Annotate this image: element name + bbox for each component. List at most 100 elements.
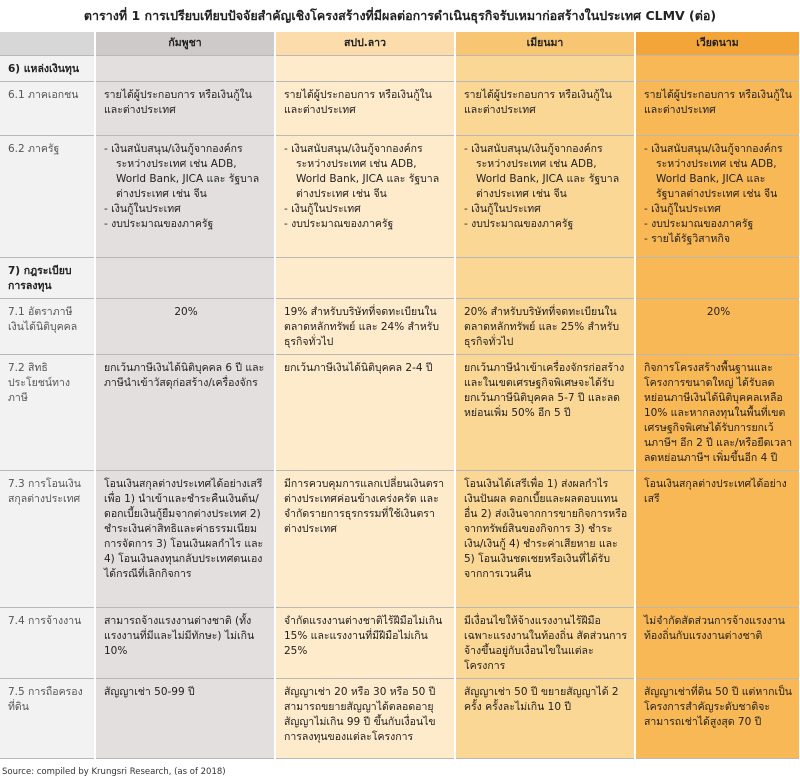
cell: รายได้ผู้ประกอบการ หรือเงินกู้ในและต่างป… (455, 81, 636, 136)
cell (275, 257, 456, 299)
cell-text: รายได้ผู้ประกอบการ หรือเงินกู้ในและต่างป… (644, 89, 792, 116)
row-label: 7.4 การจ้างงาน (0, 607, 96, 679)
cell-text: - งบประมาณของภาครัฐ (284, 218, 394, 230)
header-cell (0, 32, 96, 56)
row-label: 7.5 การถือครองที่ดิน (0, 678, 96, 759)
cell-text: - เงินสนับสนุน/เงินกู้จากองค์กรระหว่างปร… (284, 143, 440, 200)
cell-text: - รายได้รัฐวิสาหกิจ (644, 233, 730, 245)
cell-text: 20% (174, 306, 198, 318)
cell-text: ยกเว้นภาษีเงินได้นิติบุคคล 2-4 ปี (284, 362, 433, 374)
table-body: 6) แหล่งเงินทุน 6.1 ภาคเอกชน รายได้ผู้ประก… (0, 55, 800, 759)
cell-text: สัญญาเช่า 50 ปี ขยายสัญญาได้ 2 ครั้ง ครั… (464, 686, 619, 713)
data-row: 7.1 อัตราภาษีเงินได้นิติบุคคล 20% 19% สำหร… (0, 298, 800, 355)
title: ตารางที่ 1 การเปรียบเทียบปัจจัยสำคัญเชิง… (83, 8, 717, 23)
cell: สามารถจ้างแรงงานต่างชาติ (ทั้งแรงงานที่ม… (95, 607, 276, 679)
cell-text: 20% สำหรับบริษัทที่จดทะเบียนในตลาดหลักทร… (464, 306, 620, 348)
cell (635, 257, 800, 299)
cell: ยกเว้นภาษีเงินได้นิติบุคคล 2-4 ปี (275, 354, 456, 471)
cell: โอนเงินสกุลต่างประเทศได้อย่างเสรี เพื่อ … (95, 470, 276, 608)
cell: กิจการโครงสร้างพื้นฐานและโครงการขนาดใหญ่… (635, 354, 800, 471)
cell: สัญญาเช่า 50-99 ปี (95, 678, 276, 759)
cell (95, 257, 276, 299)
cell-text: - เงินกู้ในประเทศ (464, 203, 541, 215)
cell-text: มีเงื่อนไขให้จ้างแรงงานไร้ฝีมือเฉพาะแรงง… (464, 615, 628, 672)
cell-text: - เงินสนับสนุน/เงินกู้จากองค์กรระหว่างปร… (104, 143, 260, 200)
cell: รายได้ผู้ประกอบการ หรือเงินกู้ในและต่างป… (95, 81, 276, 136)
cell: สัญญาเช่าที่ดิน 50 ปี แต่หากเป็นโครงการส… (635, 678, 800, 759)
cell: ยกเว้นภาษีเงินได้นิติบุคคล 6 ปี และภาษีน… (95, 354, 276, 471)
cell: มีการควบคุมการแลกเปลี่ยนเงินตราต่างประเท… (275, 470, 456, 608)
section-row: 7) กฎระเบียบการลงทุน (0, 257, 800, 299)
row-label: 7.2 สิทธิประโยชน์ทางภาษี (0, 354, 96, 471)
header-cell: เวียดนาม (635, 32, 800, 56)
row-label: 7) กฎระเบียบการลงทุน (0, 257, 96, 299)
cell: - เงินสนับสนุน/เงินกู้จากองค์กรระหว่างปร… (455, 135, 636, 258)
cell-text: โอนเงินสกุลต่างประเทศได้อย่างเสรี เพื่อ … (104, 478, 264, 580)
data-row: 6.2 ภาครัฐ - เงินสนับสนุน/เงินกู้จากองค์ก… (0, 135, 800, 258)
cell-text: สัญญาเช่า 50-99 ปี (104, 686, 195, 698)
cell-text: สัญญาเช่า 20 หรือ 30 หรือ 50 ปี สามารถขย… (284, 686, 436, 743)
cell-text: - เงินสนับสนุน/เงินกู้จากองค์กรระหว่างปร… (464, 143, 620, 200)
row-label: 7.1 อัตราภาษีเงินได้นิติบุคคล (0, 298, 96, 355)
source-note: Source: compiled by Krungsri Research, (… (2, 767, 226, 777)
cell: จำกัดแรงงานต่างชาติไร้ฝีมือไม่เกิน 15% แ… (275, 607, 456, 679)
cell-text: กิจการโครงสร้างพื้นฐานและโครงการขนาดใหญ่… (644, 362, 793, 464)
cell-text: - เงินกู้ในประเทศ (284, 203, 361, 215)
cell-text: ไม่จำกัดสัดส่วนการจ้างแรงงานท้องถิ่นกับแ… (644, 615, 785, 642)
cell: - เงินสนับสนุน/เงินกู้จากองค์กรระหว่างปร… (275, 135, 456, 258)
cell-text: - เงินกู้ในประเทศ (104, 203, 181, 215)
cell (455, 55, 636, 82)
cell: 20% (95, 298, 276, 355)
comparison-table: กัมพูชา สปป.ลาว เมียนมา เวียดนาม 6) แหล่งเง… (0, 32, 800, 759)
cell-text: 19% สำหรับบริษัทที่จดทะเบียนในตลาดหลักทร… (284, 306, 440, 348)
cell: รายได้ผู้ประกอบการ หรือเงินกู้ในและต่างป… (275, 81, 456, 136)
data-row: 7.2 สิทธิประโยชน์ทางภาษี ยกเว้นภาษีเงินได… (0, 354, 800, 471)
cell: 20% สำหรับบริษัทที่จดทะเบียนในตลาดหลักทร… (455, 298, 636, 355)
cell: สัญญาเช่า 50 ปี ขยายสัญญาได้ 2 ครั้ง ครั… (455, 678, 636, 759)
cell-text: 20% (706, 306, 731, 318)
data-row: 7.4 การจ้างงาน สามารถจ้างแรงงานต่างชาติ (… (0, 607, 800, 679)
cell: รายได้ผู้ประกอบการ หรือเงินกู้ในและต่างป… (635, 81, 800, 136)
header-cell: สปป.ลาว (275, 32, 456, 56)
row-label: 6) แหล่งเงินทุน (0, 55, 96, 82)
row-label: 6.2 ภาครัฐ (0, 135, 96, 258)
section-row: 6) แหล่งเงินทุน (0, 55, 800, 82)
cell (95, 55, 276, 82)
cell-text: สัญญาเช่าที่ดิน 50 ปี แต่หากเป็นโครงการส… (644, 686, 792, 728)
cell-text: - เงินสนับสนุน/เงินกู้จากองค์กรระหว่างปร… (644, 143, 783, 200)
data-row: 6.1 ภาคเอกชน รายได้ผู้ประกอบการ หรือเงินก… (0, 81, 800, 136)
cell-text: - งบประมาณของภาครัฐ (464, 218, 574, 230)
cell-text: ยกเว้นภาษีนำเข้าเครื่องจักรก่อสร้าง และใ… (464, 362, 625, 419)
cell: - เงินสนับสนุน/เงินกู้จากองค์กรระหว่างปร… (635, 135, 800, 258)
header-cell: เมียนมา (455, 32, 636, 56)
cell-text: - เงินกู้ในประเทศ (644, 203, 721, 215)
cell (635, 55, 800, 82)
cell-text: - งบประมาณของภาครัฐ (644, 218, 754, 230)
cell-text: ยกเว้นภาษีเงินได้นิติบุคคล 6 ปี และภาษีน… (104, 362, 265, 389)
cell: - เงินสนับสนุน/เงินกู้จากองค์กรระหว่างปร… (95, 135, 276, 258)
cell: ไม่จำกัดสัดส่วนการจ้างแรงงานท้องถิ่นกับแ… (635, 607, 800, 679)
cell (275, 55, 456, 82)
data-row: 7.3 การโอนเงินสกุลต่างประเทศ โอนเงินสกุลต… (0, 470, 800, 608)
cell: สัญญาเช่า 20 หรือ 30 หรือ 50 ปี สามารถขย… (275, 678, 456, 759)
cell-text: รายได้ผู้ประกอบการ หรือเงินกู้ในและต่างป… (104, 89, 252, 116)
data-row: 7.5 การถือครองที่ดิน สัญญาเช่า 50-99 ปี สั… (0, 678, 800, 759)
cell-text: โอนเงินได้เสรีเพื่อ 1) ส่งผลกำไร เงินปัน… (464, 478, 628, 580)
cell: 19% สำหรับบริษัทที่จดทะเบียนในตลาดหลักทร… (275, 298, 456, 355)
cell-text: - งบประมาณของภาครัฐ (104, 218, 214, 230)
cell (455, 257, 636, 299)
cell-text: จำกัดแรงงานต่างชาติไร้ฝีมือไม่เกิน 15% แ… (284, 615, 443, 657)
cell: มีเงื่อนไขให้จ้างแรงงานไร้ฝีมือเฉพาะแรงง… (455, 607, 636, 679)
header-row: กัมพูชา สปป.ลาว เมียนมา เวียดนาม (0, 32, 800, 56)
cell-text: มีการควบคุมการแลกเปลี่ยนเงินตราต่างประเท… (284, 478, 445, 535)
header-cell: กัมพูชา (95, 32, 276, 56)
cell: 20% (635, 298, 800, 355)
cell: ยกเว้นภาษีนำเข้าเครื่องจักรก่อสร้าง และใ… (455, 354, 636, 471)
cell: โอนเงินสกุลต่างประเทศได้อย่างเสรี (635, 470, 800, 608)
cell-text: รายได้ผู้ประกอบการ หรือเงินกู้ในและต่างป… (464, 89, 612, 116)
cell: โอนเงินได้เสรีเพื่อ 1) ส่งผลกำไร เงินปัน… (455, 470, 636, 608)
row-label: 7.3 การโอนเงินสกุลต่างประเทศ (0, 470, 96, 608)
cell-text: รายได้ผู้ประกอบการ หรือเงินกู้ในและต่างป… (284, 89, 432, 116)
cell-text: โอนเงินสกุลต่างประเทศได้อย่างเสรี (644, 478, 787, 505)
